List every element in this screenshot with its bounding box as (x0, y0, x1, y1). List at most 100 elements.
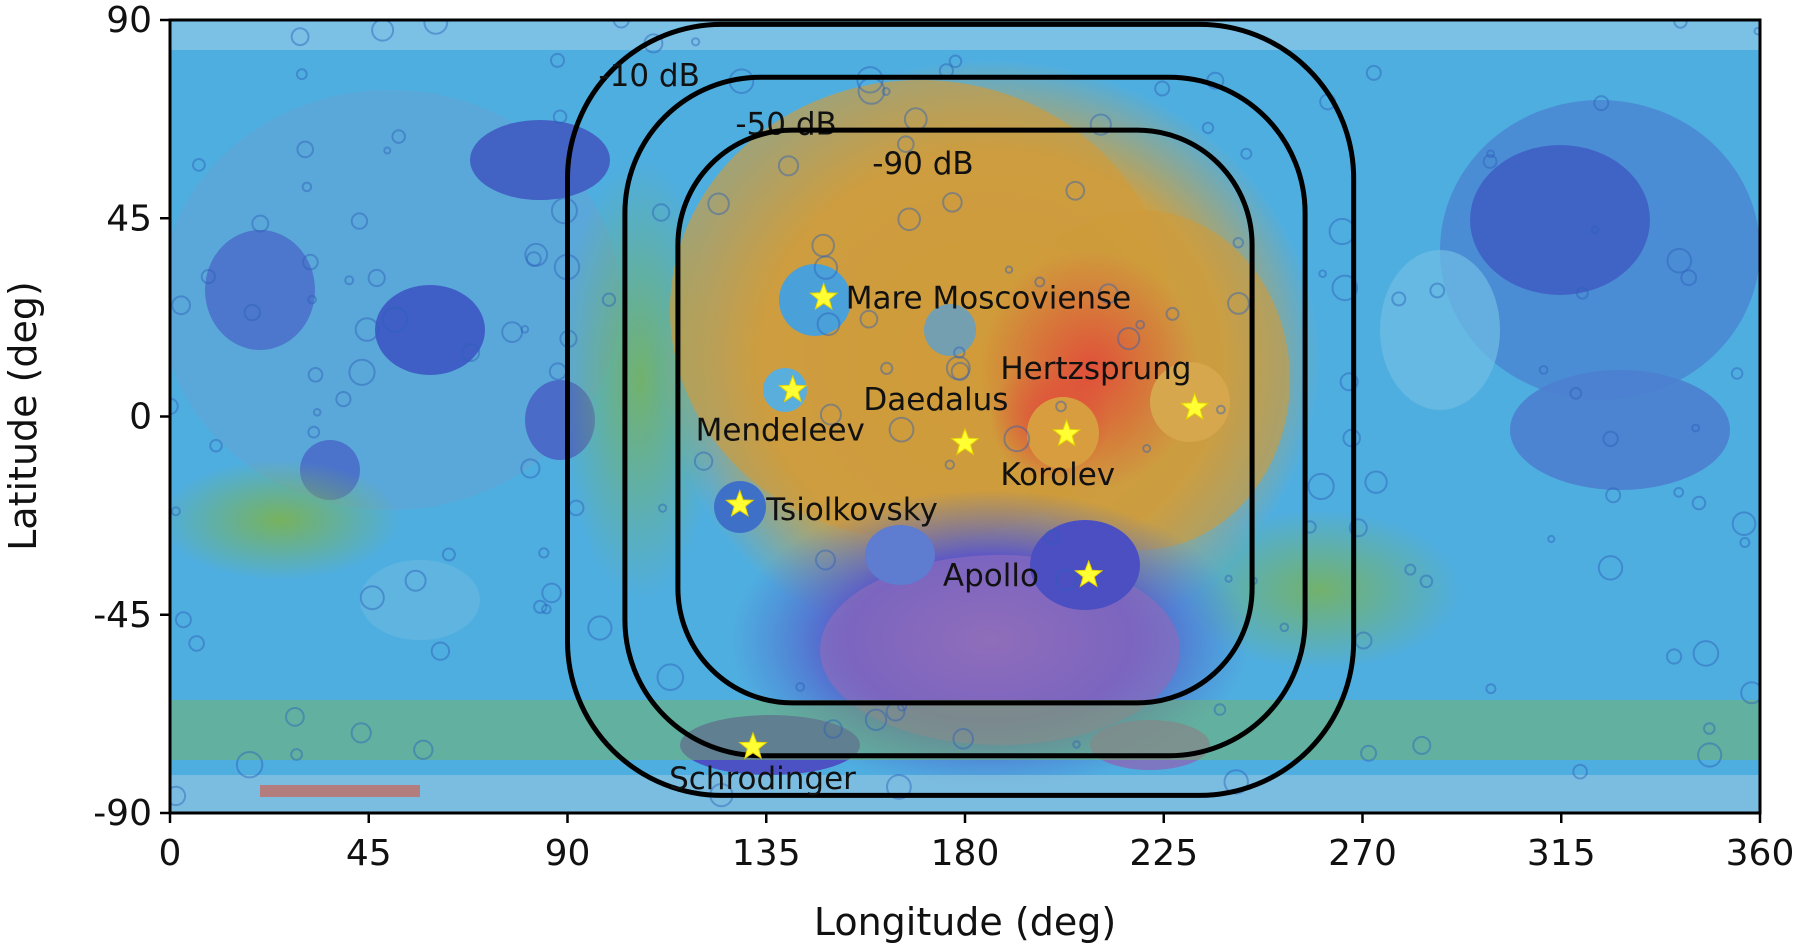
x-tick-label: 0 (159, 833, 182, 874)
crater-mark (587, 615, 613, 641)
crater-mark (1154, 80, 1171, 97)
y-tick-label: -45 (93, 595, 152, 636)
crater-mark (1201, 121, 1215, 135)
crater-mark (461, 343, 481, 362)
contour-label: -10 dB (598, 58, 699, 94)
crater-speckles (170, 20, 1760, 808)
crater-mark (350, 212, 369, 230)
crater-mark (1364, 470, 1388, 494)
crater-mark (1602, 430, 1619, 447)
site-star-marker (778, 374, 808, 403)
x-tick-label: 90 (545, 833, 591, 874)
crater-mark (1216, 404, 1226, 415)
y-tick-label: -90 (93, 793, 152, 834)
crater-mark (307, 425, 321, 439)
crater-mark (1731, 511, 1757, 537)
x-axis-ticks: 0 45 90 135 180 225 270 315 360 (159, 813, 1795, 874)
site-label: Korolev (1000, 457, 1115, 493)
crater-mark (777, 155, 800, 177)
crater-mark (1547, 534, 1556, 544)
site-star-marker (1180, 392, 1210, 421)
crater-mark (524, 242, 549, 267)
crater-mark (290, 27, 310, 47)
crater-mark (550, 52, 565, 68)
crater-mark (1227, 292, 1250, 315)
crater-mark (950, 361, 970, 381)
crater-mark (354, 317, 380, 342)
site-label: Schrodinger (669, 761, 856, 797)
crater-mark (541, 603, 552, 615)
crater-mark (1055, 400, 1067, 413)
crater-mark (856, 66, 884, 94)
crater-mark (795, 682, 806, 692)
crater-mark (859, 309, 879, 329)
crater-mark (1404, 563, 1417, 576)
crater-mark (301, 181, 313, 193)
crater-mark (1691, 495, 1707, 511)
crater-mark (1089, 113, 1112, 136)
crater-mark (1065, 180, 1086, 201)
y-tick-label: 45 (106, 198, 152, 239)
crater-mark (520, 325, 530, 334)
crater-mark (816, 312, 841, 337)
crater-mark (430, 641, 451, 661)
site-star-marker (1051, 418, 1082, 447)
crater-mark (952, 728, 975, 750)
crater-mark (1605, 487, 1622, 504)
crater-mark (1703, 722, 1716, 735)
crater-mark (1055, 568, 1078, 591)
crater-mark (359, 585, 385, 611)
crater-mark (170, 785, 187, 807)
crater-mark (1730, 367, 1744, 380)
crater-mark (1072, 740, 1081, 749)
crater-mark (235, 751, 264, 779)
crater-mark (945, 355, 971, 381)
crater-mark (953, 346, 966, 359)
crater-mark (1331, 274, 1359, 302)
crater-mark (1224, 574, 1233, 583)
site-label: Mare Moscoviense (846, 281, 1132, 317)
x-tick-label: 180 (931, 833, 1000, 874)
x-axis-title: Longitude (deg) (814, 900, 1116, 944)
crater-mark (1739, 537, 1751, 548)
y-tick-label: 90 (106, 0, 152, 41)
crater-mark (520, 458, 541, 479)
crater-mark (819, 403, 842, 426)
crater-mark (413, 739, 434, 760)
crater-mark (1360, 744, 1378, 762)
crater-mark (823, 719, 843, 739)
crater-mark (367, 268, 386, 288)
crater-mark (1034, 276, 1046, 288)
crater-mark (1135, 319, 1146, 330)
crater-mark (691, 37, 701, 47)
crater-mark (188, 635, 205, 652)
site-star-marker (725, 489, 755, 518)
crater-mark (1412, 735, 1432, 755)
crater-mark (1692, 640, 1720, 667)
crater-mark (1391, 291, 1407, 307)
crater-mark (243, 303, 262, 322)
x-tick-label: 360 (1726, 833, 1795, 874)
crater-mark (658, 503, 668, 513)
crater-mark (1569, 386, 1583, 400)
crater-mark (541, 582, 562, 604)
crater-mark (1165, 306, 1180, 321)
crater-mark (423, 20, 449, 35)
site-label: Apollo (943, 558, 1039, 594)
crater-mark (888, 416, 915, 443)
crater-mark (1753, 27, 1760, 36)
crater-mark (1486, 149, 1495, 159)
site-star-marker (950, 427, 980, 456)
crater-mark (1740, 681, 1760, 705)
crater-mark (1597, 555, 1624, 581)
crater-mark (886, 774, 912, 800)
crater-mark (404, 569, 427, 592)
crater-mark (1482, 154, 1498, 169)
crater-mark (881, 87, 891, 96)
crater-mark (350, 722, 372, 744)
crater-mark (307, 367, 324, 383)
contour-line (675, 127, 1255, 706)
crater-mark (1307, 472, 1335, 501)
